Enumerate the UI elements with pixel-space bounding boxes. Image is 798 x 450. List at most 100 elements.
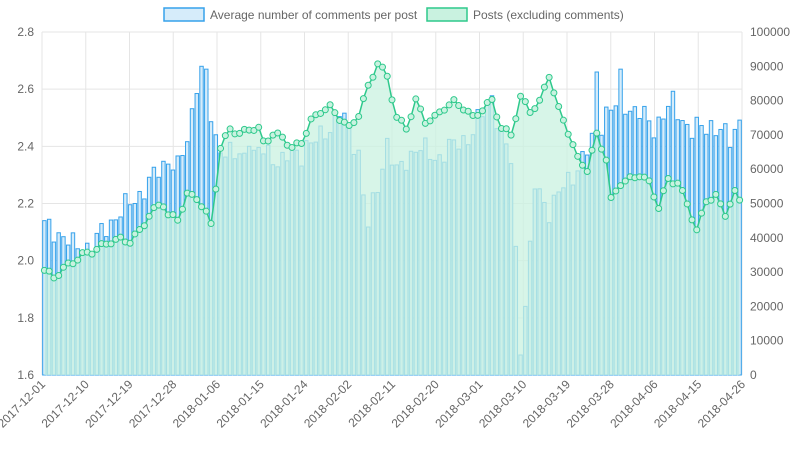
data-point [307, 115, 315, 123]
data-point [412, 95, 420, 103]
data-point [107, 240, 115, 248]
data-point [445, 101, 453, 109]
data-point [526, 108, 534, 116]
legend-label-comments: Average number of comments per post [210, 8, 418, 22]
data-point [126, 239, 134, 247]
data-point [88, 250, 96, 258]
data-point [378, 63, 386, 71]
data-point [236, 129, 244, 137]
data-point [402, 125, 410, 133]
data-point [93, 245, 101, 253]
data-point [117, 233, 125, 241]
y-right-tick-label: 0 [750, 368, 757, 382]
data-point [69, 260, 77, 268]
data-point [221, 132, 229, 140]
data-point [59, 263, 67, 271]
data-point [317, 109, 325, 117]
data-point [731, 186, 739, 194]
data-point [169, 211, 177, 219]
data-point [178, 205, 186, 213]
data-point [583, 167, 591, 175]
data-point [726, 200, 734, 208]
data-point [188, 190, 196, 198]
data-point [569, 141, 577, 149]
area-fill [44, 63, 740, 375]
data-point [55, 272, 63, 279]
data-point [364, 81, 372, 89]
legend-swatch-comments [163, 7, 205, 22]
data-point [659, 187, 667, 195]
data-point [540, 83, 548, 91]
y-right-tick-label: 30000 [750, 265, 784, 279]
data-point [417, 105, 425, 113]
data-point [359, 95, 367, 103]
legend: Average number of comments per post Post… [163, 7, 624, 22]
data-point [564, 130, 572, 138]
data-point [45, 267, 53, 275]
data-point [407, 113, 415, 121]
data-point [617, 182, 625, 190]
data-point [455, 102, 463, 110]
y-left-tick-label: 2.4 [17, 139, 34, 153]
data-point [550, 89, 558, 97]
data-point [517, 92, 525, 100]
data-point [574, 152, 582, 160]
y-left-tick-label: 1.8 [17, 311, 34, 325]
data-point [288, 143, 296, 151]
data-point [474, 111, 482, 119]
data-point [707, 196, 715, 204]
data-point [431, 111, 439, 119]
data-point [483, 99, 491, 107]
data-point [398, 116, 406, 124]
data-point [650, 193, 658, 201]
data-point [202, 207, 210, 215]
y-right-tick-label: 90000 [750, 59, 784, 73]
data-point [326, 101, 334, 109]
data-point [145, 212, 153, 220]
data-point [621, 177, 629, 185]
data-point [264, 137, 272, 145]
data-point [536, 96, 544, 104]
y-right-tick-label: 80000 [750, 94, 784, 108]
y-left-tick-label: 2.2 [17, 197, 34, 211]
data-point [374, 60, 382, 68]
data-point [350, 119, 358, 127]
data-point [383, 72, 391, 80]
data-point [712, 190, 720, 198]
data-point [369, 73, 377, 81]
data-point [198, 203, 206, 211]
data-point [274, 129, 282, 137]
y-right-tick-label: 100000 [750, 25, 790, 39]
data-point [607, 193, 615, 201]
y-axis-right: 0 10000 20000 30000 40000 50000 60000 70000 8000… [750, 25, 790, 382]
data-point [655, 205, 663, 213]
data-point [193, 196, 201, 204]
data-point [678, 186, 686, 194]
data-point [450, 96, 458, 104]
data-point [355, 112, 363, 120]
data-point [683, 200, 691, 208]
y-left-tick-label: 1.6 [17, 368, 34, 382]
data-point [131, 230, 139, 238]
x-axis: 2017-12-012017-12-102017-12-192017-12-28… [0, 377, 748, 431]
data-point [555, 102, 563, 110]
data-point [278, 133, 286, 141]
data-point [136, 225, 144, 233]
data-point [217, 144, 225, 152]
data-point [207, 220, 215, 228]
data-point [674, 179, 682, 187]
data-point [159, 203, 167, 211]
data-point [698, 209, 706, 217]
y-left-tick-label: 2.6 [17, 82, 34, 96]
data-point [493, 113, 501, 121]
x-tick-label: 2018-04-26 [695, 377, 749, 431]
area-series-posts [40, 60, 744, 375]
data-point [612, 187, 620, 195]
y-right-tick-label: 70000 [750, 128, 784, 142]
data-point [693, 226, 701, 234]
y-left-tick-label: 2.8 [17, 25, 34, 39]
data-point [464, 107, 472, 115]
y-right-tick-label: 60000 [750, 162, 784, 176]
legend-label-posts: Posts (excluding comments) [473, 8, 624, 22]
